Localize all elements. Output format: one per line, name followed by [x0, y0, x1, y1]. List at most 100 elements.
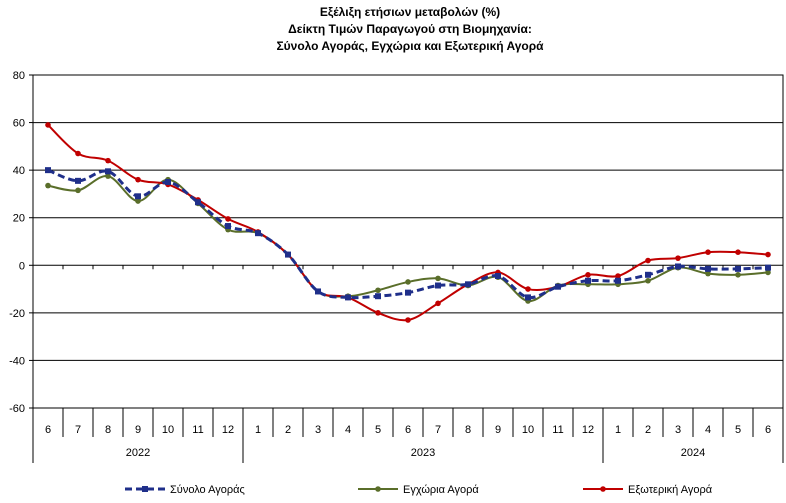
x-tick-label: 6 [765, 424, 771, 436]
y-tick-label: -20 [9, 308, 25, 320]
x-tick-label: 12 [582, 424, 594, 436]
x-tick-label: 9 [495, 424, 501, 436]
data-point [255, 230, 261, 237]
data-point [75, 150, 81, 157]
data-point [495, 272, 501, 279]
y-tick-label: -40 [9, 355, 25, 367]
data-point [75, 187, 81, 194]
data-point [645, 271, 651, 278]
data-point [105, 157, 111, 164]
data-point [645, 257, 651, 264]
data-point [375, 293, 381, 300]
data-point [735, 249, 741, 256]
y-tick-label: 40 [13, 165, 25, 177]
x-tick-label: 1 [615, 424, 621, 436]
data-point [285, 251, 291, 258]
legend-marker [142, 486, 148, 492]
x-tick-label: 1 [255, 424, 261, 436]
x-tick-label: 5 [735, 424, 741, 436]
data-point [645, 277, 651, 284]
x-tick-label: 10 [522, 424, 534, 436]
data-point [615, 273, 621, 279]
data-point [705, 249, 711, 256]
data-point [675, 255, 681, 261]
plot-area [32, 74, 784, 409]
data-point [765, 251, 771, 258]
data-point [375, 310, 381, 316]
data-point [105, 168, 111, 175]
legend-marker [375, 486, 381, 492]
data-point [45, 122, 51, 128]
y-tick-label: 20 [13, 213, 25, 225]
data-point [195, 199, 201, 206]
x-tick-label: 8 [465, 424, 471, 436]
x-tick-label: 11 [552, 424, 563, 436]
data-point [675, 263, 681, 270]
chart-title-line-1: Εξέλιξη ετήσιων μεταβολών (%) [320, 5, 500, 19]
data-point [705, 270, 711, 277]
data-point [765, 269, 771, 276]
data-point [465, 281, 471, 288]
data-point [345, 294, 351, 301]
x-tick-label: 3 [675, 424, 681, 436]
year-label: 2022 [126, 447, 150, 459]
chart-title-line-2: Δείκτη Τιμών Παραγωγού στη Βιομηχανία: [288, 22, 532, 36]
data-point [45, 167, 51, 174]
legend-label: Εγχώρια Αγορά [403, 484, 479, 496]
data-point [435, 275, 441, 282]
y-tick-label: 80 [13, 70, 25, 82]
data-point [135, 198, 141, 204]
legend-label: Σύνολο Αγοράς [170, 484, 245, 496]
x-tick-label: 7 [435, 424, 441, 436]
x-tick-label: 8 [105, 424, 111, 436]
y-tick-label: -60 [9, 403, 25, 415]
data-point [615, 277, 621, 284]
y-tick-label: 60 [13, 118, 25, 130]
series-line [47, 168, 769, 300]
data-point [525, 294, 531, 301]
data-point [225, 223, 231, 230]
data-point [405, 279, 411, 285]
legend: Σύνολο Αγοράς Εγχώρια Αγορά Εξωτερική Αγορ… [125, 484, 713, 496]
data-point [135, 193, 141, 200]
gridlines [32, 74, 784, 409]
data-point [585, 277, 591, 284]
x-tick-label: 6 [405, 424, 411, 436]
legend-marker [600, 486, 606, 492]
chart-title: Εξέλιξη ετήσιων μεταβολών (%) Δείκτη Τιμ… [276, 5, 544, 53]
x-tick-label: 2 [645, 424, 651, 436]
x-tick-label: 4 [705, 424, 711, 436]
data-point [105, 173, 111, 179]
data-point [555, 283, 561, 290]
data-point [435, 300, 441, 307]
y-axis: -60 -40 -20 0 20 40 60 80 [9, 70, 33, 415]
legend-label: Εξωτερική Αγορά [628, 484, 713, 496]
x-tick-label: 11 [192, 424, 203, 436]
x-tick-label: 7 [75, 424, 81, 436]
chart-title-line-3: Σύνολο Αγοράς, Εγχώρια και Εξωτερική Αγο… [276, 39, 544, 53]
year-label: 2024 [681, 447, 705, 459]
data-point [735, 272, 741, 278]
data-point [435, 282, 441, 289]
series-lines [45, 122, 771, 323]
data-point [735, 265, 741, 272]
data-point [525, 286, 531, 292]
y-tick-label: 0 [19, 260, 25, 272]
x-tick-label: 4 [345, 424, 351, 436]
data-point [765, 264, 771, 271]
x-tick-label: 9 [135, 424, 141, 436]
x-tick-label: 12 [222, 424, 234, 436]
data-point [165, 179, 171, 186]
data-point [405, 289, 411, 296]
x-tick-label: 2 [285, 424, 291, 436]
data-point [585, 272, 591, 278]
x-tick-label: 6 [45, 424, 51, 436]
x-tick-label: 10 [162, 424, 174, 436]
data-point [225, 216, 231, 222]
year-label: 2023 [411, 447, 435, 459]
data-point [705, 265, 711, 272]
data-point [315, 288, 321, 295]
data-point [45, 182, 51, 189]
